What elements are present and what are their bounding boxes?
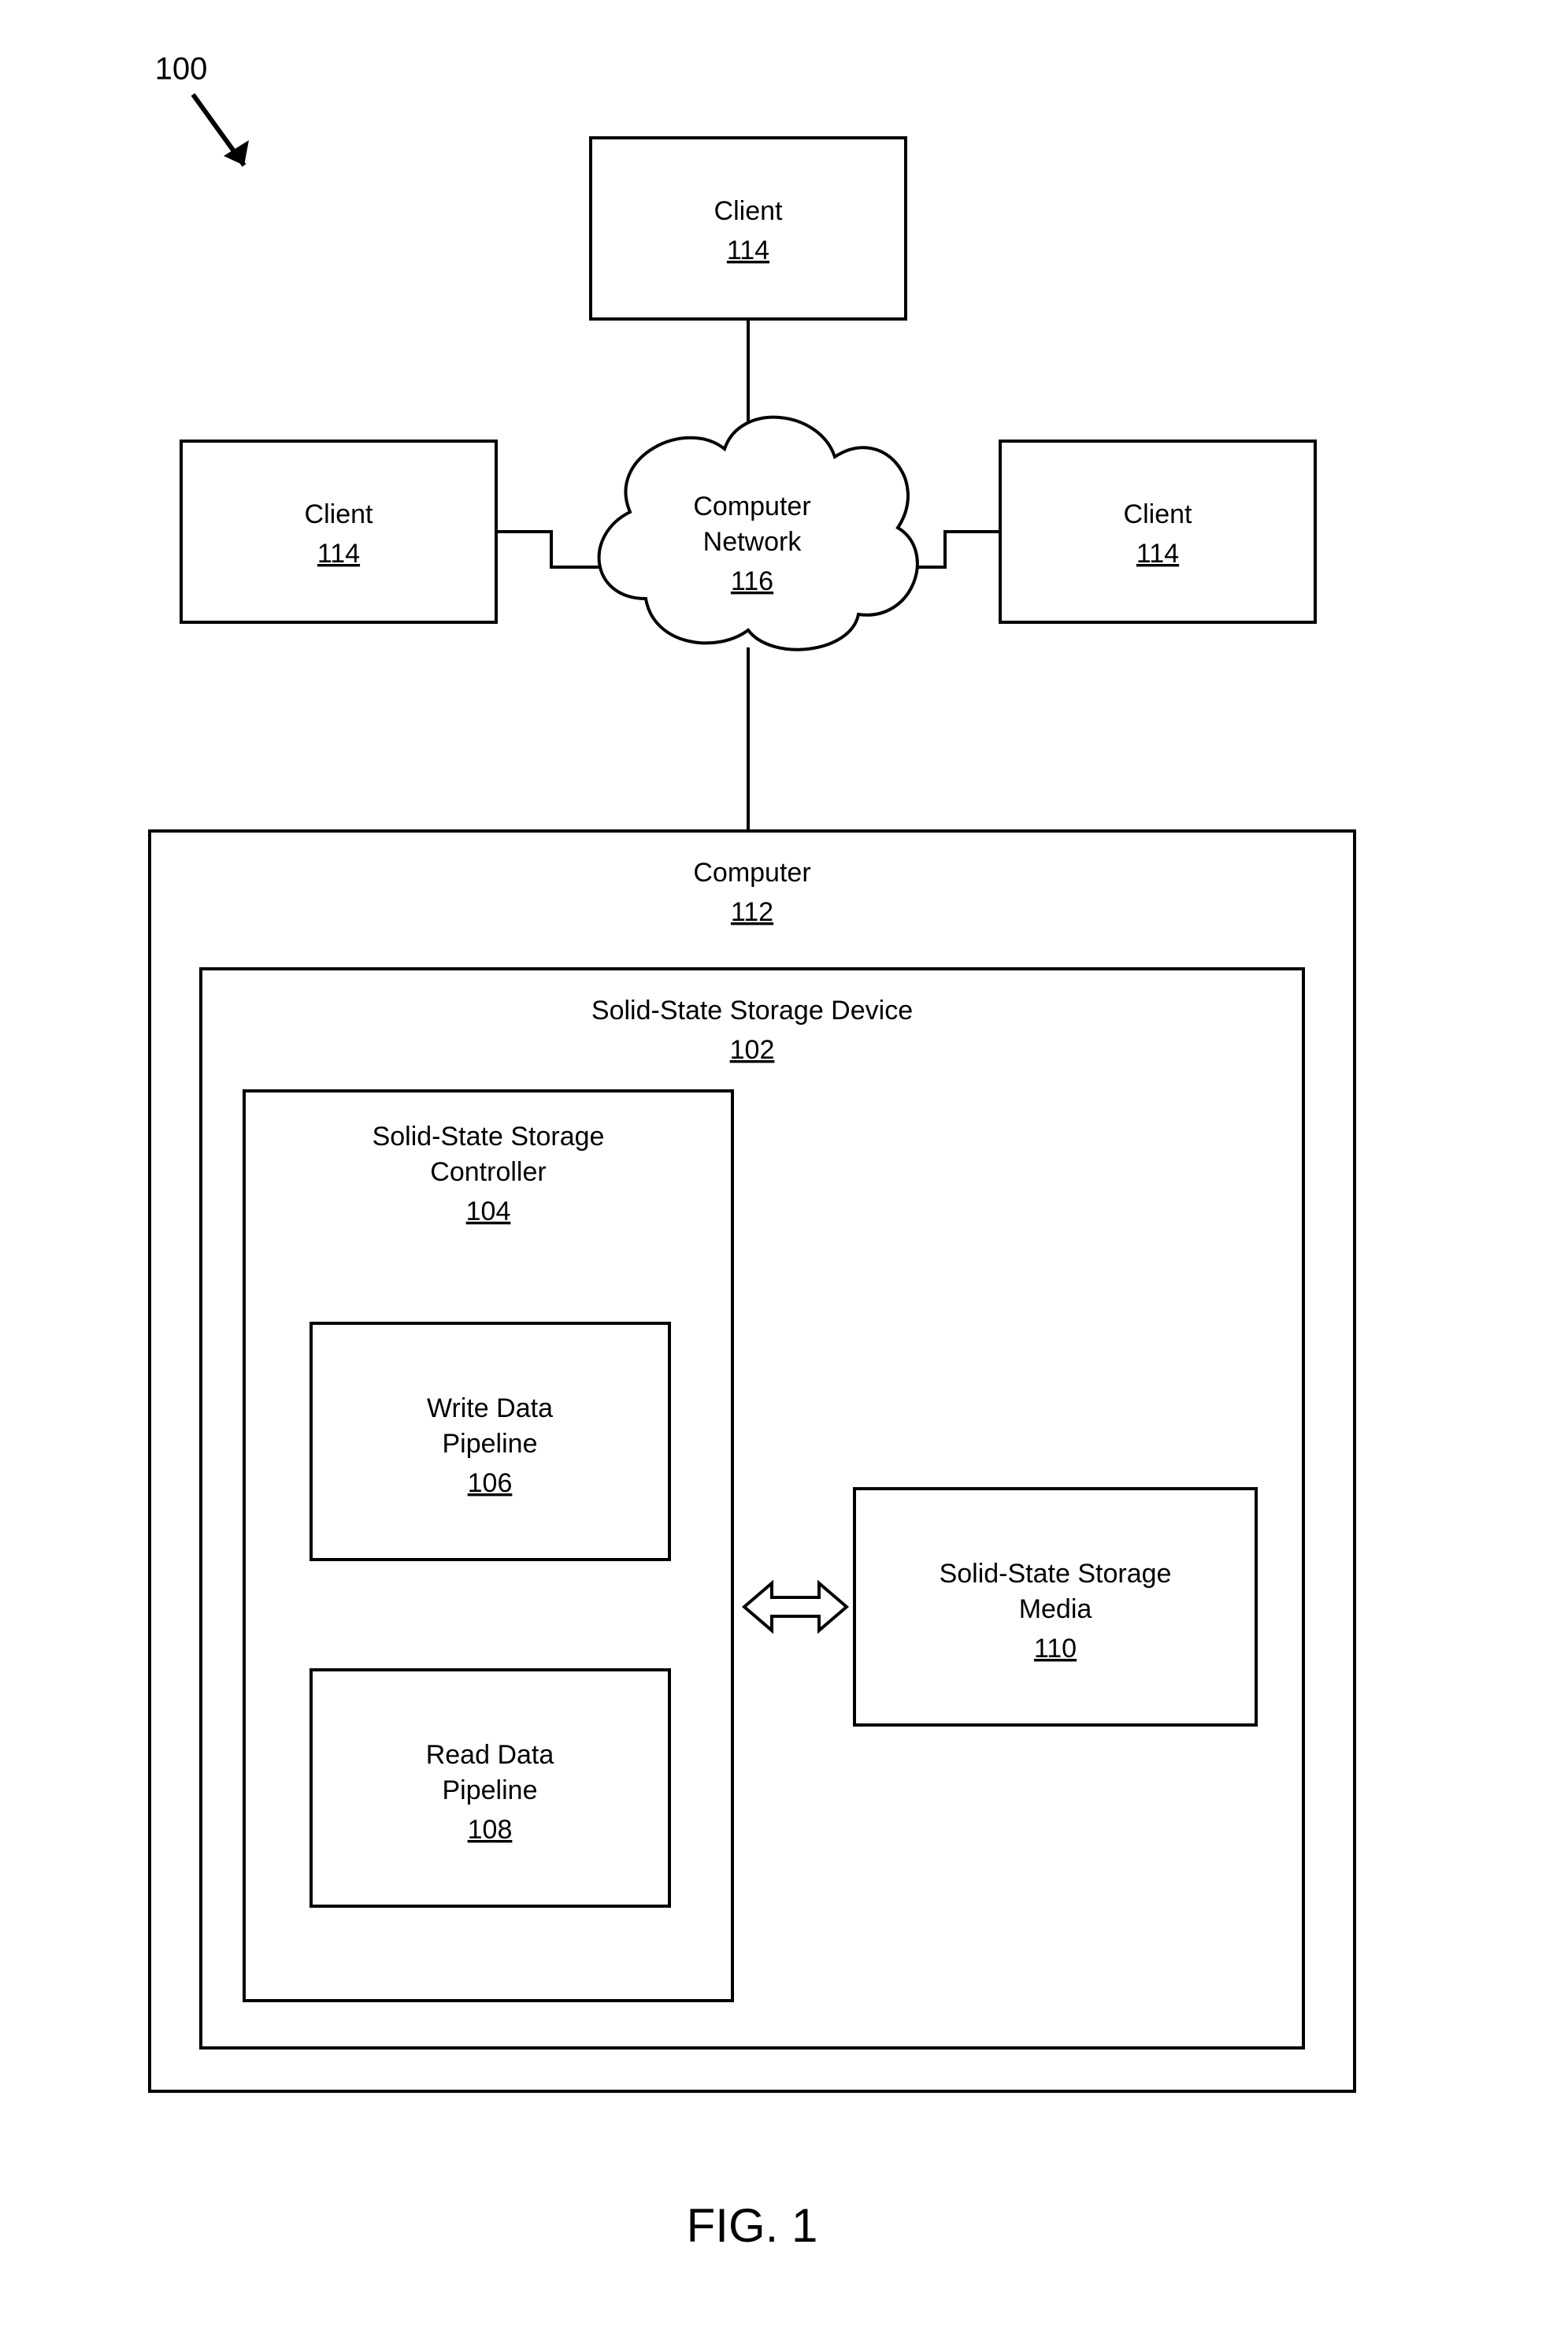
media-label2: Media xyxy=(1019,1594,1092,1624)
client-right-ref: 114 xyxy=(1136,539,1179,569)
cloud-label1: Computer xyxy=(693,492,810,521)
controller-label2: Controller xyxy=(430,1157,546,1187)
client-top-label: Client xyxy=(714,196,783,226)
edge-client-left-cloud xyxy=(496,532,609,567)
controller-ref: 104 xyxy=(466,1196,511,1226)
client-top-ref: 114 xyxy=(727,236,769,265)
write-ref: 106 xyxy=(468,1468,513,1498)
ssd-label: Solid-State Storage Device xyxy=(591,996,913,1026)
write-label1: Write Data xyxy=(427,1393,553,1423)
computer-label: Computer xyxy=(693,858,810,888)
cloud-label2: Network xyxy=(703,527,803,557)
read-label2: Pipeline xyxy=(443,1775,538,1805)
client-left-label: Client xyxy=(305,499,373,529)
node-client-top xyxy=(591,138,906,319)
node-client-right xyxy=(1000,441,1315,622)
figure-ref-number: 100 xyxy=(155,52,208,87)
figure-diagram: 100 Client 114 Client 114 Client 114 Com… xyxy=(0,0,1568,2337)
read-ref: 108 xyxy=(468,1815,513,1845)
media-ref: 110 xyxy=(1034,1634,1077,1664)
figure-caption: FIG. 1 xyxy=(687,2199,818,2252)
controller-label1: Solid-State Storage xyxy=(373,1122,605,1152)
computer-ref: 112 xyxy=(731,897,773,927)
node-client-left xyxy=(181,441,496,622)
read-label1: Read Data xyxy=(426,1740,554,1770)
client-left-ref: 114 xyxy=(317,539,360,569)
write-label2: Pipeline xyxy=(443,1429,538,1459)
ssd-ref: 102 xyxy=(730,1035,775,1065)
client-right-label: Client xyxy=(1124,499,1192,529)
cloud-ref: 116 xyxy=(731,566,773,596)
media-label1: Solid-State Storage xyxy=(940,1559,1172,1589)
